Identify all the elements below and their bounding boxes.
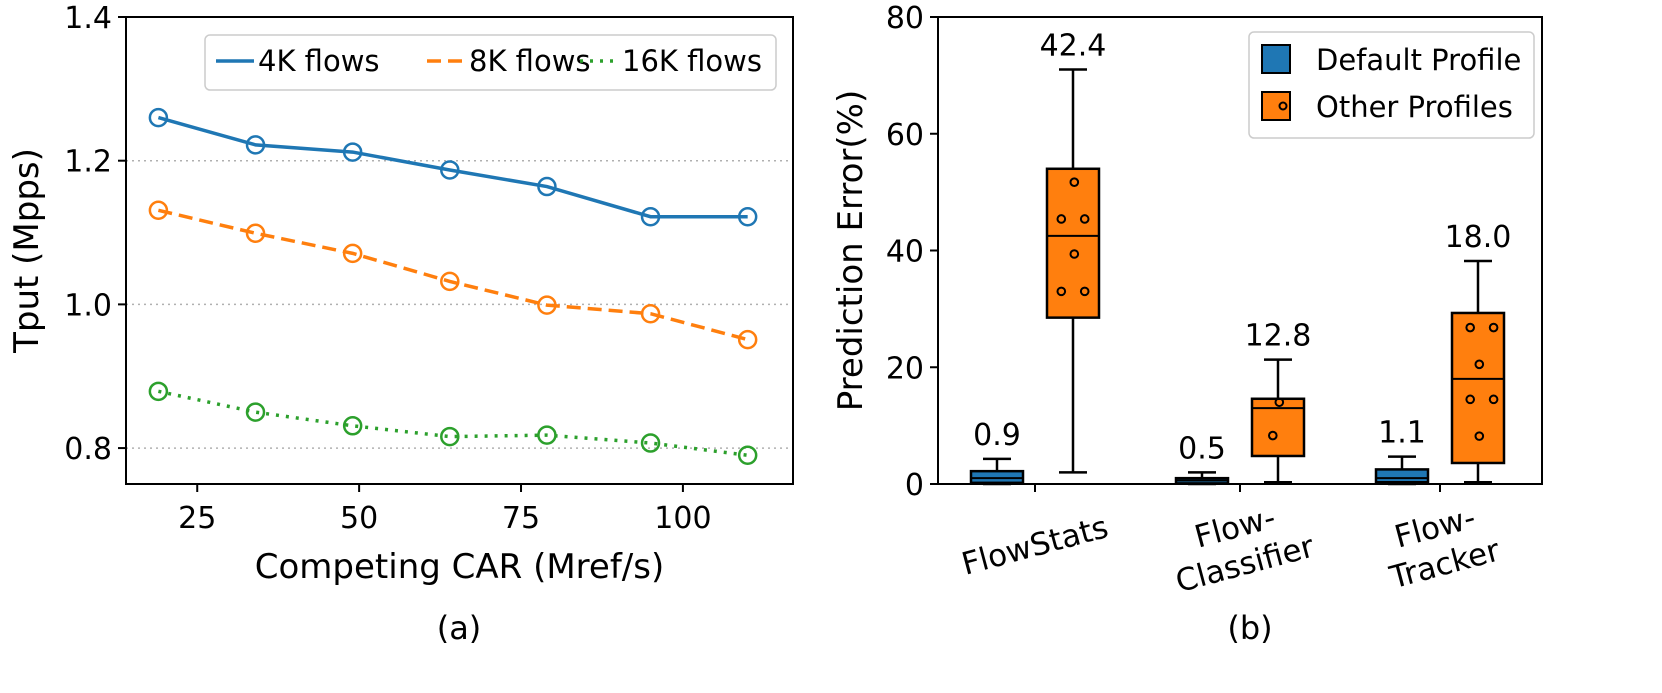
chart-a-point — [148, 200, 169, 221]
chart-b-legend-label-1: Default Profile — [1316, 43, 1521, 77]
chart-a-legend: 4K flows 8K flows 16K flows — [204, 34, 777, 91]
chart-b-outlier-point — [1274, 397, 1285, 408]
chart-b-outlier-point — [1465, 322, 1475, 333]
chart-b-y-ticks: 0 20 40 60 80 — [886, 1, 938, 503]
chart-a-point — [245, 223, 266, 244]
chart-a-point — [342, 142, 363, 162]
chart-a-point — [640, 206, 661, 227]
chart-a-y-axis-label: Tput (Mpps) — [7, 148, 47, 354]
chart-a-point — [537, 295, 557, 315]
chart-b-box-body — [1374, 468, 1430, 484]
chart-b-prediction-error: 0.9 0.5 1.1 42.4 12.8 18.0 FlowStats Flow-Clas… — [831, 1, 1543, 647]
chart-a-legend-label-1: 4K flows — [258, 44, 380, 78]
chart-a-point — [640, 303, 661, 324]
chart-a-y-tick-label: 1.2 — [64, 145, 112, 180]
chart-a-series-line-2 — [157, 208, 749, 342]
chart-b-legend-swatch-1 — [1261, 44, 1291, 74]
chart-b-outlier-point — [1488, 394, 1499, 405]
chart-b-outlier-point — [1474, 431, 1485, 441]
chart-b-box-default-1: 0.9 — [969, 418, 1025, 486]
chart-b-outlier-point — [1488, 322, 1499, 333]
chart-b-outlier-point — [1056, 214, 1067, 224]
chart-b-data-label: 18.0 — [1445, 220, 1512, 255]
chart-b-box-default-3: 1.1 — [1374, 416, 1430, 486]
chart-b-outlier-point — [1268, 430, 1278, 441]
chart-b-box-other-1: 42.4 — [1040, 29, 1107, 474]
chart-b-box-other-2: 12.8 — [1245, 319, 1312, 484]
chart-b-y-tick-label: 80 — [886, 1, 924, 36]
chart-a-point — [342, 416, 363, 436]
chart-a-point — [737, 206, 758, 227]
chart-a-x-tick-label: 25 — [178, 501, 216, 536]
chart-a-markers — [148, 107, 758, 466]
chart-a-point — [640, 433, 661, 453]
chart-b-x-tick-label-group: Flow-Classifier — [1172, 500, 1318, 600]
chart-b-data-label: 0.5 — [1178, 431, 1226, 466]
chart-a-point — [342, 243, 363, 264]
chart-a-point — [440, 271, 460, 292]
chart-a-legend-box — [204, 34, 777, 91]
chart-a-plot-frame — [125, 16, 794, 485]
chart-a-y-tick-label: 0.8 — [64, 432, 112, 467]
chart-b-y-tick-label: 60 — [886, 118, 924, 153]
chart-a-point — [537, 176, 557, 197]
chart-b-box-other-3: 18.0 — [1445, 220, 1512, 484]
chart-b-box-body — [969, 469, 1025, 485]
chart-b-y-axis-label: Prediction Error(%) — [831, 90, 871, 411]
chart-b-outlier-point — [1069, 177, 1080, 188]
chart-b-caption: (b) — [1227, 609, 1272, 647]
chart-a-series-lines — [157, 115, 749, 457]
chart-a-throughput: 25 50 75 100 0.8 1.0 1.2 1.4 4K flows 8K flows 1… — [7, 1, 794, 647]
chart-a-x-axis-label: Competing CAR (Mref/s) — [255, 547, 664, 587]
chart-b-legend-box — [1248, 31, 1535, 139]
chart-a-x-tick-label: 75 — [502, 501, 540, 536]
chart-a-legend-label-3: 16K flows — [622, 44, 762, 78]
chart-a-point — [537, 425, 557, 445]
chart-b-legend: Default Profile Other Profiles — [1248, 31, 1535, 139]
chart-a-y-tick-label: 1.0 — [64, 288, 112, 323]
chart-b-data-label: 0.9 — [973, 418, 1021, 453]
chart-b-outlier-point — [1079, 286, 1090, 297]
chart-a-point — [148, 381, 169, 402]
chart-a-point — [737, 329, 758, 350]
chart-a-legend-label-2: 8K flows — [469, 44, 591, 78]
chart-b-legend-label-2: Other Profiles — [1316, 90, 1513, 124]
chart-a-point — [148, 107, 169, 128]
chart-a-point — [440, 160, 460, 180]
chart-b-outlier-point — [1056, 286, 1067, 297]
chart-b-outlier-point — [1474, 359, 1485, 370]
chart-b-x-tick-label-group: FlowStats — [958, 509, 1112, 583]
chart-a-point — [737, 445, 758, 466]
chart-a-y-ticks: 0.8 1.0 1.2 1.4 — [64, 1, 126, 467]
chart-b-data-label: 12.8 — [1245, 319, 1312, 354]
chart-b-box-default-2: 0.5 — [1174, 431, 1230, 486]
chart-b-y-tick-label: 20 — [886, 351, 924, 386]
chart-a-series-line-1 — [157, 115, 748, 219]
chart-b-y-tick-label: 0 — [905, 468, 924, 503]
chart-a-grid — [126, 159, 793, 449]
chart-b-box-body — [1045, 167, 1101, 319]
chart-a-caption: (a) — [437, 609, 482, 647]
chart-b-data-label: 1.1 — [1378, 416, 1426, 451]
chart-a-x-tick-label: 100 — [654, 501, 711, 536]
chart-a-point — [440, 426, 460, 447]
chart-b-x-tick-label-group: Flow-Tracker — [1385, 500, 1504, 597]
chart-a-point — [245, 135, 266, 155]
chart-b-x-tick-label: FlowStats — [958, 509, 1112, 583]
chart-a-x-tick-label: 50 — [340, 501, 378, 536]
chart-a-y-tick-label: 1.4 — [64, 1, 112, 36]
chart-b-box-body — [1450, 311, 1506, 465]
chart-b-outlier-point — [1079, 214, 1090, 224]
chart-b-legend-swatch-2 — [1261, 91, 1291, 121]
chart-b-boxes: 0.9 0.5 1.1 42.4 12.8 18.0 — [969, 29, 1512, 486]
chart-a-x-ticks: 25 50 75 100 — [178, 484, 712, 536]
chart-b-outlier-point — [1465, 394, 1475, 405]
chart-b-outlier-point — [1069, 249, 1080, 259]
chart-b-data-label: 42.4 — [1040, 29, 1107, 64]
chart-b-x-ticks: FlowStats Flow-Classifier Flow-Tracker — [958, 484, 1504, 600]
chart-b-y-tick-label: 40 — [886, 235, 924, 270]
chart-b-legend-marker — [1278, 101, 1288, 111]
chart-a-point — [245, 402, 266, 422]
